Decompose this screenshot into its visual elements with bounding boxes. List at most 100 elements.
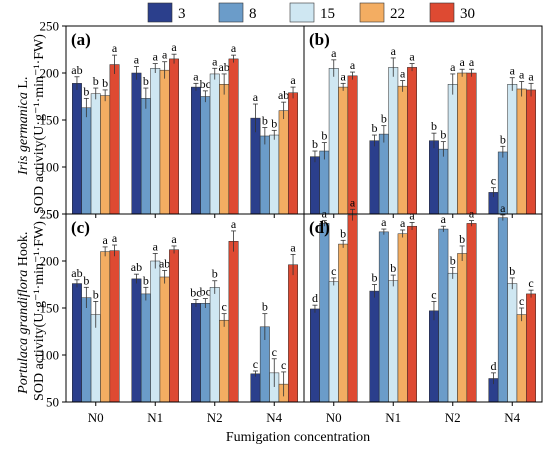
significance-label: b [440,128,446,142]
significance-label: b [262,300,268,314]
bar [388,280,399,403]
bar [429,310,439,403]
significance-label: b [83,273,89,287]
bar [250,117,261,215]
significance-label: b [381,112,387,126]
y-axis-title-bottom: Portulaca grandiflora Hook. SOD activity… [16,221,47,401]
bar [497,217,508,403]
bar [347,75,358,215]
bar [169,58,180,215]
bar [407,67,418,215]
bar [159,69,170,215]
bar [90,93,101,215]
x-axis-title: Fumigation concentration [226,430,370,445]
significance-label: a [290,240,296,254]
y-axis-species-top: Iris germanica [16,92,31,176]
significance-label: b [143,74,149,88]
legend-swatch-22 [359,2,385,23]
bar [447,272,458,403]
significance-label: ab [218,60,229,74]
significance-label: a [193,69,199,83]
significance-label: bc [200,285,211,299]
y-axis-authority-bottom: Hook. [16,232,31,270]
legend: 3 8 15 22 30 [147,2,475,23]
bar [200,96,211,215]
y-tick-label: 150 [40,113,60,128]
y-tick-label: 100 [40,160,60,175]
bar [72,83,82,215]
bar [457,253,468,403]
bar [72,283,82,403]
bar [109,64,120,215]
significance-label: b [371,121,377,135]
legend-label-30: 30 [460,6,475,22]
significance-label: ab [131,260,142,274]
bar [169,249,180,403]
x-tick-label: N1 [385,410,401,425]
bar [219,319,230,403]
panel-frame [303,213,543,403]
significance-label: a [528,69,534,83]
bar [310,308,320,403]
bar [516,314,527,403]
significance-label: a [231,217,237,231]
significance-label: bc [190,286,201,300]
significance-label: a [519,67,525,81]
significance-label: c [272,345,277,359]
bar [100,95,111,215]
y-axis-unit-bottom: SOD activity(U·g⁻¹·min⁻¹·FW) [32,221,47,401]
significance-label: b [93,287,99,301]
significance-label: ab [71,63,82,77]
x-tick-label: N4 [266,410,282,425]
y-tick-label: 200 [40,66,60,81]
y-axis-unit-top: SOD activity(U·g⁻¹·min⁻¹·FW) [32,34,47,214]
legend-label-22: 22 [390,6,405,22]
bar [397,233,408,403]
significance-label: a [134,52,140,66]
significance-label: a [409,50,415,64]
bar [259,135,270,215]
bar [269,134,280,215]
bar [109,250,120,403]
legend-label-8: 8 [249,6,257,22]
bar [228,241,239,403]
significance-label: c [519,294,524,308]
significance-label: a [391,44,397,58]
significance-label: a [350,195,356,209]
legend-swatch-30 [429,2,455,23]
bar [507,283,518,403]
significance-label: b [340,226,346,240]
significance-label: b [509,264,515,278]
significance-label: b [500,132,506,146]
bar [288,92,299,215]
x-tick-label: N2 [445,410,461,425]
bar [150,260,161,403]
significance-label: c [528,276,533,290]
significance-label: c [221,300,226,314]
bar [397,85,408,215]
bar [250,373,261,403]
x-tick-label: N1 [147,410,163,425]
significance-label: a [112,231,118,245]
bar [328,281,339,403]
significance-label: b [371,271,377,285]
significance-label: c [253,357,258,371]
bar [140,98,151,215]
significance-label: a [441,212,447,226]
significance-label: a [102,233,108,247]
significance-label: a [459,55,465,69]
bar [209,73,220,215]
bar [338,243,349,403]
bar [228,58,239,215]
bar [347,214,358,403]
significance-label: ab [159,256,170,270]
y-tick-label: 250 [40,207,60,222]
significance-label: a [409,208,415,222]
bar [328,68,339,215]
bar [457,72,468,215]
bar [191,86,201,215]
x-tick-label: N4 [504,410,520,425]
significance-label: a [340,69,346,83]
significance-label: a [171,232,177,246]
